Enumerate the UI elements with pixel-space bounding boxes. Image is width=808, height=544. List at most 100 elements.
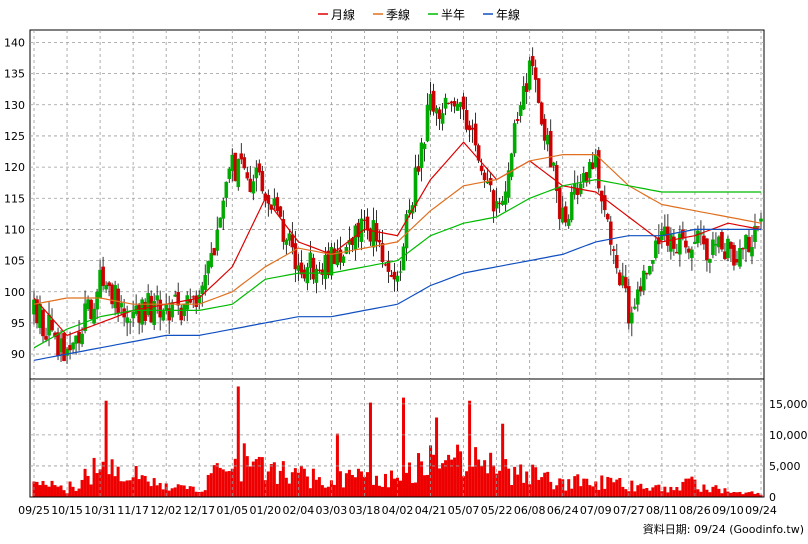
candle-body [251, 181, 256, 194]
volume-bar [359, 471, 363, 497]
volume-bar [747, 492, 751, 497]
volume-bar [125, 480, 129, 497]
volume-bar [374, 475, 378, 497]
volume-bar [320, 485, 324, 497]
x-tick-label: 04/02 [382, 504, 414, 517]
candle-body [401, 246, 406, 271]
volume-bar [471, 466, 475, 497]
volume-bar [729, 492, 733, 497]
volume-bar [341, 487, 345, 497]
volume-tick-label: 10,000 [769, 429, 808, 442]
volume-bar [501, 423, 505, 497]
candle-body [68, 345, 72, 351]
candle-body [269, 204, 274, 210]
volume-bar [53, 485, 57, 497]
volume-bar [615, 479, 619, 497]
volume-bar [62, 490, 66, 497]
candle-body [203, 274, 208, 290]
candle-body [729, 242, 733, 249]
candle-body [302, 269, 307, 279]
volume-bar [687, 478, 691, 497]
volume-bar [275, 483, 279, 497]
volume-bar [35, 481, 39, 497]
candle-body [512, 123, 517, 154]
candle-body [419, 142, 424, 169]
volume-bar [573, 476, 577, 497]
candle-body [125, 317, 129, 323]
candle-body [389, 274, 394, 277]
volume-bar [645, 487, 649, 497]
volume-bar [155, 485, 159, 497]
candle-body [161, 311, 165, 321]
volume-bar [92, 457, 96, 497]
candle-body [473, 123, 478, 146]
candle-body [666, 226, 670, 246]
volume-bar [621, 486, 625, 497]
volume-bar [405, 472, 409, 497]
candle-body [449, 101, 454, 104]
candle-body [455, 103, 460, 111]
volume-bar [408, 462, 412, 497]
volume-bar [492, 465, 496, 497]
volume-bar [344, 473, 348, 497]
ma-line [33, 228, 761, 361]
volume-bar [624, 489, 628, 497]
candle-body [569, 192, 574, 221]
volume-bar [134, 466, 138, 497]
volume-bar [609, 477, 613, 497]
candle-body [86, 299, 90, 310]
candle-body [383, 264, 388, 266]
volume-bar [119, 481, 123, 497]
volume-bar [317, 477, 321, 497]
price-tick-label: 120 [4, 161, 25, 174]
volume-bar [68, 481, 72, 497]
candle-body [539, 102, 544, 125]
volume-bar [414, 482, 418, 497]
candle-body [648, 266, 652, 275]
volume-bar [702, 484, 706, 497]
candle-body [197, 294, 202, 303]
candle-body [732, 245, 736, 266]
volume-bar [555, 485, 559, 497]
candle-body [651, 259, 655, 264]
candle-body [329, 247, 334, 276]
x-tick-label: 06/24 [547, 504, 579, 517]
candle-body [605, 214, 610, 220]
volume-bar [392, 478, 396, 497]
volume-bar [639, 483, 643, 497]
volume-bar [338, 471, 342, 497]
candle-body [317, 269, 322, 272]
volume-bar [80, 479, 84, 497]
volume-bar [113, 476, 117, 497]
candle-body [239, 153, 244, 160]
volume-bar [633, 491, 637, 497]
candle-body [224, 181, 229, 198]
volume-bar [326, 486, 330, 497]
candle-body [320, 269, 325, 275]
ma-line [33, 154, 762, 305]
candle-body [536, 78, 541, 103]
candle-body [113, 285, 117, 309]
volume-bar [741, 494, 745, 497]
volume-bar [666, 492, 670, 497]
x-tick-label: 01/20 [249, 504, 281, 517]
volume-bar [570, 488, 574, 497]
volume-bar [245, 456, 249, 497]
volume-bar [200, 491, 204, 497]
candle-body [323, 254, 328, 280]
volume-bar [657, 484, 661, 497]
candle-body [503, 191, 508, 205]
volume-bar [146, 481, 150, 497]
candle-body [467, 125, 472, 131]
candle-body [479, 165, 484, 172]
candle-body [44, 336, 48, 340]
price-tick-label: 130 [4, 99, 25, 112]
candle-body [83, 303, 87, 332]
volume-bar [477, 459, 481, 497]
volume-bar [444, 460, 448, 497]
volume-bar [137, 479, 141, 497]
volume-bar [185, 488, 189, 497]
candle-body [338, 249, 343, 263]
volume-bar [654, 485, 658, 497]
volume-bar [380, 486, 384, 497]
